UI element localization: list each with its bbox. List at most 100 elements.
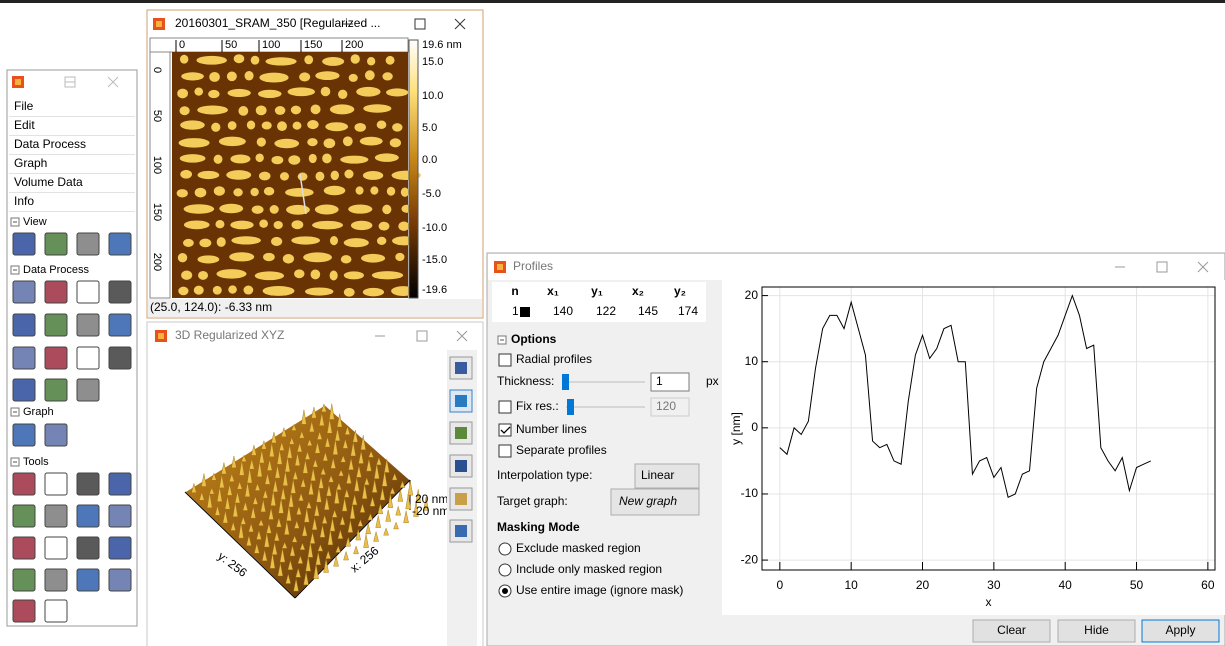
radio-label[interactable]: Include only masked region	[516, 562, 662, 576]
close-button[interactable]	[454, 18, 466, 30]
surface-spike	[271, 431, 277, 444]
tool-icon[interactable]	[44, 232, 68, 256]
menu-item[interactable]: Edit	[14, 118, 35, 132]
radio-button[interactable]	[498, 563, 512, 577]
tool-icon[interactable]	[12, 280, 36, 304]
afm-feature	[238, 106, 249, 116]
tool-icon[interactable]	[108, 232, 132, 256]
close-button[interactable]	[1197, 261, 1209, 273]
surface-spike	[383, 527, 389, 536]
menu-item[interactable]: Graph	[14, 156, 47, 170]
axis-label-3d: 20 nm	[415, 492, 448, 506]
surface-spike	[314, 503, 320, 517]
checkbox-label[interactable]: Number lines	[516, 422, 587, 436]
tool-icon[interactable]	[44, 568, 68, 592]
combo-box[interactable]	[634, 463, 700, 489]
tool-icon[interactable]	[12, 313, 36, 337]
maximize-button[interactable]	[64, 76, 76, 88]
menu-item[interactable]: Data Process	[14, 137, 86, 151]
tool-icon[interactable]	[108, 346, 132, 370]
tool-icon[interactable]	[44, 504, 68, 528]
section-header: View	[23, 216, 47, 228]
tool-icon[interactable]	[44, 536, 68, 560]
tool-icon[interactable]	[12, 568, 36, 592]
button[interactable]	[972, 619, 1051, 643]
button-label[interactable]: Apply	[1165, 623, 1195, 637]
surface-spike	[244, 481, 251, 497]
tool-icon[interactable]	[76, 504, 100, 528]
radio-label[interactable]: Exclude masked region	[516, 541, 641, 555]
button-label[interactable]: Hide	[1084, 623, 1109, 637]
checkbox-label[interactable]: Radial profiles	[516, 352, 592, 366]
tool-icon[interactable]	[76, 378, 100, 402]
tool-icon[interactable]	[44, 280, 68, 304]
slider-thumb[interactable]	[567, 399, 574, 415]
afm-feature	[322, 153, 332, 164]
maximize-button[interactable]	[414, 18, 426, 30]
surface-spike	[301, 524, 308, 537]
checkbox[interactable]	[498, 423, 512, 437]
button[interactable]	[1057, 619, 1136, 643]
tool-icon[interactable]	[44, 472, 68, 496]
spin-box[interactable]	[650, 372, 690, 392]
surface-spike	[316, 430, 323, 440]
tool-icon[interactable]	[108, 313, 132, 337]
app-icon	[158, 333, 164, 339]
tool-icon[interactable]	[108, 280, 132, 304]
menu-item[interactable]: File	[14, 99, 34, 113]
surface-spike	[262, 489, 269, 499]
afm-feature	[371, 271, 404, 280]
scale-label: -19.6	[422, 284, 447, 296]
tool-icon[interactable]	[108, 472, 132, 496]
tool-icon[interactable]	[12, 378, 36, 402]
checkbox[interactable]	[498, 444, 512, 458]
afm-feature	[254, 271, 285, 281]
tool-icon[interactable]	[12, 504, 36, 528]
tool-icon[interactable]	[44, 313, 68, 337]
tool-icon[interactable]	[12, 232, 36, 256]
maximize-button[interactable]	[416, 330, 428, 342]
afm-feature	[350, 54, 360, 64]
menu-item[interactable]: Info	[14, 194, 34, 208]
tool-icon[interactable]	[44, 599, 68, 623]
menu-item[interactable]: Volume Data	[14, 175, 83, 189]
close-button[interactable]	[107, 76, 119, 88]
radio-button[interactable]	[498, 542, 512, 556]
tool-icon[interactable]	[76, 536, 100, 560]
checkbox[interactable]	[498, 400, 512, 414]
field-label: Interpolation type:	[497, 468, 592, 482]
button-label[interactable]: Clear	[997, 623, 1026, 637]
tool-icon[interactable]	[76, 472, 100, 496]
surface-spike	[413, 501, 419, 517]
slider-thumb[interactable]	[562, 374, 569, 390]
tool-icon[interactable]	[76, 280, 100, 304]
surface-spike	[299, 542, 306, 550]
tool-icon[interactable]	[76, 313, 100, 337]
tool-icon[interactable]	[76, 346, 100, 370]
surface-spike	[321, 514, 328, 524]
tool-icon[interactable]	[76, 232, 100, 256]
tool-icon[interactable]	[12, 423, 36, 447]
surface-spike	[365, 523, 371, 535]
surface-spike	[338, 469, 344, 477]
checkbox-label[interactable]: Separate profiles	[516, 443, 607, 457]
combo-box[interactable]	[610, 488, 700, 516]
tool-icon[interactable]	[76, 568, 100, 592]
afm-feature	[344, 169, 354, 179]
close-button[interactable]	[456, 330, 468, 342]
checkbox[interactable]	[498, 353, 512, 367]
button[interactable]	[1141, 619, 1220, 643]
tool-icon[interactable]	[108, 536, 132, 560]
tool-icon[interactable]	[12, 472, 36, 496]
tool-icon[interactable]	[44, 378, 68, 402]
tool-icon[interactable]	[12, 536, 36, 560]
tool-icon[interactable]	[108, 504, 132, 528]
tool-icon[interactable]	[108, 568, 132, 592]
tool-icon[interactable]	[44, 346, 68, 370]
tool-icon[interactable]	[12, 346, 36, 370]
radio-label[interactable]: Use entire image (ignore mask)	[516, 583, 683, 597]
maximize-button[interactable]	[1156, 261, 1168, 273]
tool-icon[interactable]	[44, 423, 68, 447]
tool-icon[interactable]	[12, 599, 36, 623]
afm-feature	[297, 172, 308, 181]
